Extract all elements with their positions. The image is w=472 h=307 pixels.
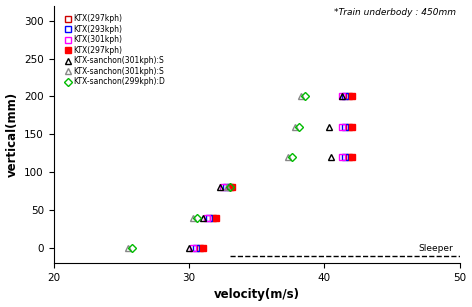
X-axis label: velocity(m/s): velocity(m/s) (214, 289, 300, 301)
Legend: KTX(297kph), KTX(293kph), KTX(301kph), KTX(297kph), KTX-sanchon(301kph):S, KTX-s: KTX(297kph), KTX(293kph), KTX(301kph), K… (61, 12, 168, 89)
Y-axis label: vertical(mm): vertical(mm) (6, 92, 18, 177)
Text: *Train underbody : 450mm: *Train underbody : 450mm (334, 8, 456, 17)
Text: Sleeper: Sleeper (418, 244, 453, 253)
